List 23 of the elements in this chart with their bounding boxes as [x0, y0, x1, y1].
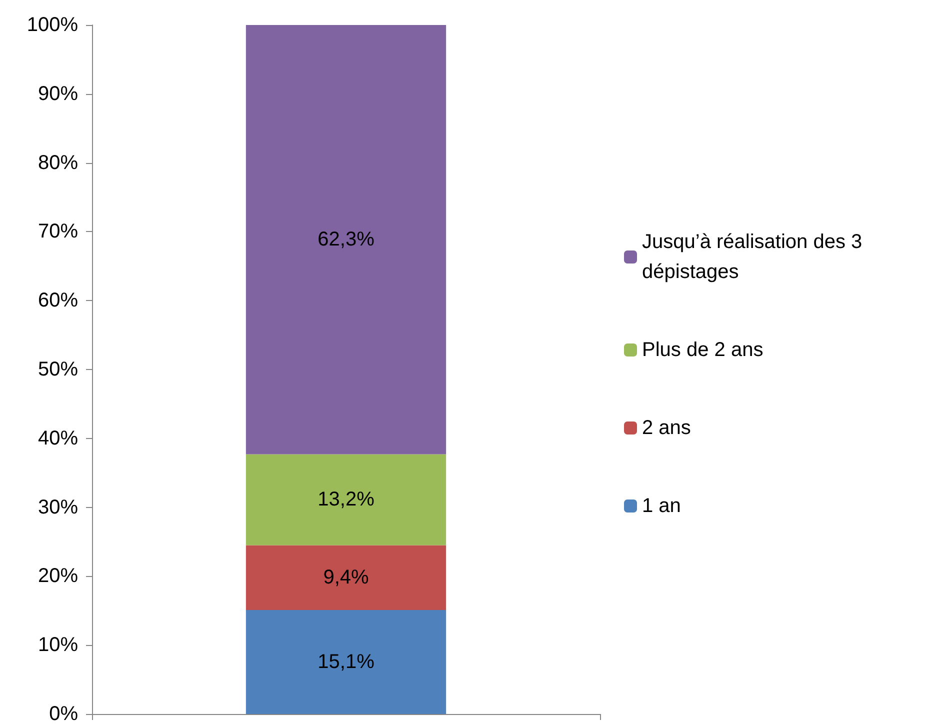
data-label: 9,4%	[323, 566, 370, 589]
data-label: 62,3%	[318, 228, 375, 251]
bar	[246, 454, 446, 546]
y-tick-label: 60%	[38, 290, 78, 312]
y-tick-label: 40%	[38, 427, 78, 450]
y-tick-label: 10%	[38, 634, 78, 656]
legend-label: Plus de 2 ans	[642, 339, 764, 361]
y-tick-label: 20%	[38, 565, 78, 588]
y-tick-label: 100%	[26, 14, 78, 36]
y-tick-label: 30%	[38, 496, 78, 518]
bar	[246, 545, 446, 610]
data-label: 15,1%	[318, 650, 375, 673]
legend-label: Jusqu’à réalisation des 3 dépistages	[642, 231, 868, 283]
data-label: 13,2%	[318, 488, 375, 511]
bar	[246, 25, 446, 454]
y-tick-label: 80%	[38, 152, 78, 174]
y-tick-label: 50%	[38, 358, 78, 380]
y-tick-label: 70%	[38, 220, 78, 243]
legend-label: 1 an	[642, 495, 681, 517]
y-tick-label: 90%	[38, 82, 78, 105]
bar	[246, 610, 446, 714]
y-tick-label: 0%	[49, 703, 78, 724]
legend-label: 2 ans	[642, 417, 691, 439]
